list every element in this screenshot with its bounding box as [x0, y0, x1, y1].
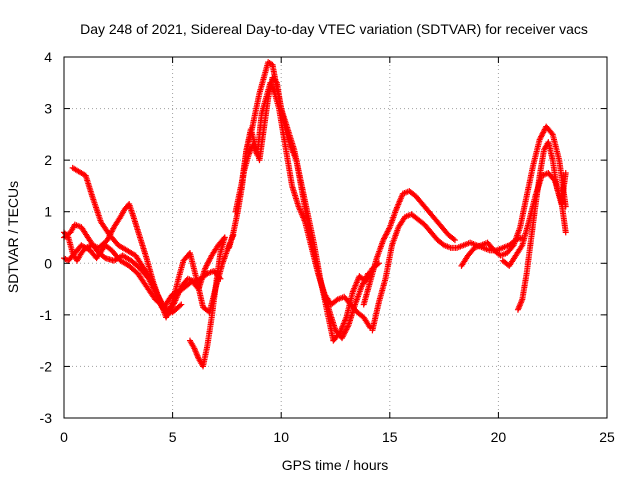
- series-track-2: [61, 221, 224, 318]
- y-tick-label: 1: [44, 204, 52, 220]
- axis-layer: 0 5 10 15 20 25 -3 -2 -1 0 1 2 3 4: [40, 49, 615, 445]
- data-point: [178, 301, 185, 308]
- data-point: [221, 234, 228, 241]
- y-tick-label: 2: [44, 152, 52, 168]
- y-tick-label: -2: [40, 358, 53, 374]
- series-track-9: [360, 188, 458, 308]
- series-track-5: [186, 234, 228, 370]
- x-tick-label: 25: [599, 429, 615, 445]
- y-tick-label: -1: [40, 307, 53, 323]
- data-point: [562, 229, 569, 236]
- y-axis-label: SDTVAR / TECUs: [5, 181, 21, 293]
- x-tick-label: 15: [382, 429, 398, 445]
- data-point: [450, 236, 457, 243]
- x-axis-label: GPS time / hours: [282, 457, 389, 473]
- data-point: [451, 237, 458, 244]
- data-point: [562, 170, 569, 177]
- data-point: [177, 302, 184, 309]
- y-tick-label: -3: [40, 410, 53, 426]
- y-tick-label: 4: [44, 49, 52, 65]
- series-track-8: [239, 74, 382, 344]
- data-layer: [61, 59, 569, 370]
- data-point: [548, 130, 555, 137]
- series-track-11: [458, 123, 569, 269]
- series-track-13: [514, 139, 569, 313]
- y-tick-label: 0: [44, 255, 52, 271]
- chart-title: Day 248 of 2021, Sidereal Day-to-day VTE…: [80, 21, 588, 37]
- x-tick-label: 20: [491, 429, 507, 445]
- x-tick-label: 5: [169, 429, 177, 445]
- x-tick-label: 10: [273, 429, 289, 445]
- plot-frame: [63, 56, 608, 419]
- x-tick-label: 0: [60, 429, 68, 445]
- series-track-12: [499, 170, 569, 269]
- series-track-4: [61, 242, 185, 316]
- data-point: [272, 78, 279, 85]
- y-tick-label: 3: [44, 101, 52, 117]
